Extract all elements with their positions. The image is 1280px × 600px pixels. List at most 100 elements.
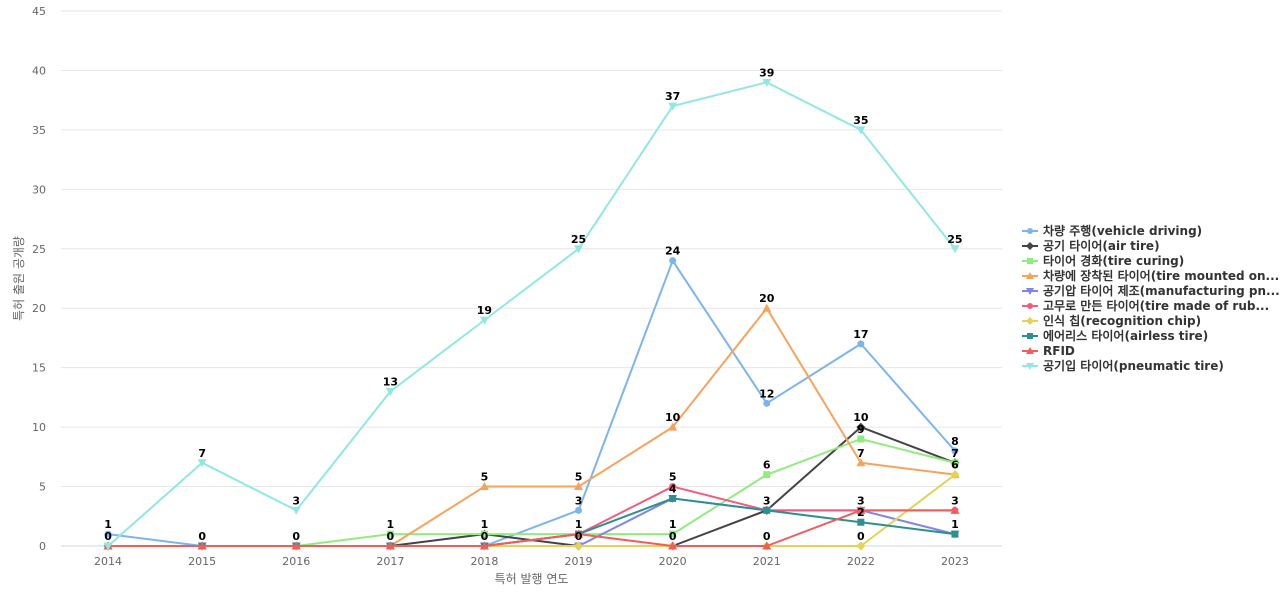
y-tick-label: 45 xyxy=(32,5,46,18)
x-tick-label: 2022 xyxy=(847,555,875,568)
legend[interactable]: 차량 주행(vehicle driving)공기 타이어(air tire)타이… xyxy=(1022,223,1280,373)
data-point xyxy=(857,518,865,526)
data-point xyxy=(856,422,866,432)
x-tick-label: 2021 xyxy=(753,555,781,568)
data-label: 17 xyxy=(853,328,868,341)
legend-item[interactable]: 에어리스 타이어(airless tire) xyxy=(1022,328,1208,343)
series-line xyxy=(107,485,956,547)
data-point xyxy=(291,541,301,550)
y-tick-label: 20 xyxy=(32,302,46,315)
data-label: 7 xyxy=(198,447,206,460)
data-point xyxy=(669,530,677,538)
data-label: 19 xyxy=(477,304,492,317)
series-lines xyxy=(103,78,960,551)
data-point xyxy=(669,483,677,491)
data-point xyxy=(950,505,960,514)
y-axis-title: 특허 출원 공개량 xyxy=(12,236,26,321)
legend-item[interactable]: 차량에 장착된 타이어(tire mounted on... xyxy=(1022,268,1279,283)
data-point xyxy=(857,340,865,348)
legend-item[interactable]: 고무로 만든 타이어(tire made of rub... xyxy=(1022,298,1269,313)
data-point xyxy=(386,530,394,538)
data-label: 7 xyxy=(951,447,959,460)
legend-item[interactable]: 공기입 타이어(pneumatic tire) xyxy=(1022,358,1224,373)
data-label: 24 xyxy=(665,245,681,258)
data-label: 0 xyxy=(198,530,206,543)
legend-symbol xyxy=(1027,228,1033,234)
y-tick-label: 15 xyxy=(32,362,46,375)
data-point xyxy=(762,541,772,550)
legend-label: 공기 타이어(air tire) xyxy=(1043,238,1160,253)
data-label: 1 xyxy=(387,518,395,531)
gridlines xyxy=(61,10,1002,547)
legend-item[interactable]: 공기압 타이어 제조(manufacturing pn... xyxy=(1022,283,1280,298)
series-line xyxy=(107,259,956,547)
legend-item[interactable]: 인식 칩(recognition chip) xyxy=(1022,313,1201,328)
data-label: 35 xyxy=(853,114,868,127)
data-point xyxy=(763,471,771,479)
data-label: 0 xyxy=(575,530,583,543)
data-label: 1 xyxy=(481,518,489,531)
y-tick-label: 10 xyxy=(32,421,46,434)
data-label: 5 xyxy=(575,471,583,484)
series-1 xyxy=(104,257,959,550)
data-point xyxy=(669,257,677,265)
data-label: 7 xyxy=(857,447,865,460)
data-label: 0 xyxy=(292,530,300,543)
y-tick-label: 0 xyxy=(39,540,46,553)
data-point xyxy=(763,399,771,407)
data-point xyxy=(856,541,866,551)
data-label: 12 xyxy=(759,387,774,400)
legend-item[interactable]: 공기 타이어(air tire) xyxy=(1022,238,1160,253)
data-label: 4 xyxy=(669,482,677,495)
data-label: 3 xyxy=(763,494,771,507)
legend-item[interactable]: 차량 주행(vehicle driving) xyxy=(1022,223,1202,238)
x-tick-label: 2014 xyxy=(94,555,122,568)
data-point xyxy=(951,447,959,455)
data-point xyxy=(951,530,959,538)
series-9 xyxy=(103,505,960,550)
data-point xyxy=(669,494,677,502)
data-point xyxy=(104,530,112,538)
data-point xyxy=(762,303,772,312)
data-point xyxy=(856,505,866,514)
data-label: 3 xyxy=(857,494,865,507)
series-5 xyxy=(103,494,960,551)
data-point xyxy=(574,245,584,254)
data-label: 5 xyxy=(481,471,489,484)
legend-item[interactable]: 타이어 경화(tire curing) xyxy=(1022,253,1184,268)
data-label: 1 xyxy=(575,518,583,531)
y-tick-label: 25 xyxy=(32,243,46,256)
data-point xyxy=(857,435,865,443)
legend-symbol xyxy=(1026,317,1034,325)
series-line xyxy=(107,509,956,547)
y-tick-label: 35 xyxy=(32,124,46,137)
series-3 xyxy=(104,435,959,550)
y-tick-label: 40 xyxy=(32,64,46,77)
legend-symbol xyxy=(1027,333,1033,339)
data-label: 0 xyxy=(387,530,395,543)
data-point xyxy=(575,506,583,514)
data-label: 0 xyxy=(481,530,489,543)
data-point xyxy=(574,529,584,538)
data-point xyxy=(951,459,959,467)
data-point xyxy=(856,458,866,467)
data-point xyxy=(856,126,866,135)
x-tick-label: 2020 xyxy=(659,555,687,568)
legend-symbol xyxy=(1026,363,1034,370)
legend-label: RFID xyxy=(1043,344,1075,358)
data-label: 0 xyxy=(763,530,771,543)
data-label: 39 xyxy=(759,66,774,79)
data-label: 25 xyxy=(947,233,962,246)
data-label: 3 xyxy=(575,494,583,507)
data-label: 25 xyxy=(571,233,586,246)
legend-item[interactable]: RFID xyxy=(1022,344,1075,358)
data-point xyxy=(480,530,488,538)
data-label: 20 xyxy=(759,292,775,305)
x-tick-label: 2016 xyxy=(282,555,310,568)
legend-label: 타이어 경화(tire curing) xyxy=(1043,253,1184,268)
y-tick-label: 5 xyxy=(39,481,46,494)
legend-label: 공기압 타이어 제조(manufacturing pn... xyxy=(1043,283,1280,298)
legend-label: 고무로 만든 타이어(tire made of rub... xyxy=(1043,298,1269,313)
